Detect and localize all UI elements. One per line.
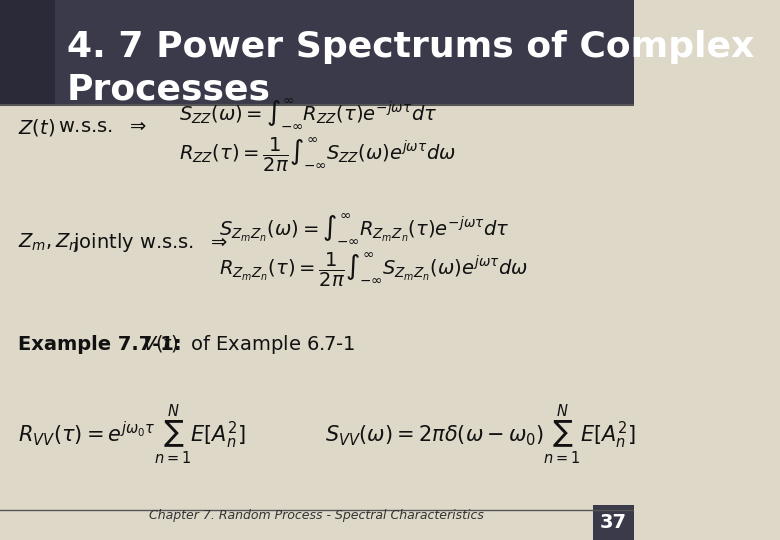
Text: Example 7.7-1:: Example 7.7-1: <box>18 335 182 354</box>
Text: $R_{ZZ}(\tau) = \dfrac{1}{2\pi}\int_{-\infty}^{\infty} S_{ZZ}(\omega)e^{j\omega\: $R_{ZZ}(\tau) = \dfrac{1}{2\pi}\int_{-\i… <box>179 136 456 174</box>
Text: Chapter 7. Random Process - Spectral Characteristics: Chapter 7. Random Process - Spectral Cha… <box>150 509 484 522</box>
Text: $R_{Z_mZ_n}(\tau) = \dfrac{1}{2\pi}\int_{-\infty}^{\infty} S_{Z_mZ_n}(\omega)e^{: $R_{Z_mZ_n}(\tau) = \dfrac{1}{2\pi}\int_… <box>219 251 529 289</box>
Text: 37: 37 <box>600 514 627 532</box>
Text: $V(t)$  of Example 6.7-1: $V(t)$ of Example 6.7-1 <box>142 334 356 356</box>
Text: $S_{Z_mZ_n}(\omega) = \int_{-\infty}^{\infty} R_{Z_mZ_n}(\tau)e^{-j\omega\tau}d\: $S_{Z_mZ_n}(\omega) = \int_{-\infty}^{\i… <box>219 212 510 245</box>
Text: w.s.s.  $\Rightarrow$: w.s.s. $\Rightarrow$ <box>58 118 147 137</box>
Bar <box>0 0 55 105</box>
Bar <box>593 505 633 540</box>
Text: $S_{VV}(\omega) = 2\pi\delta(\omega - \omega_0)\sum_{n=1}^{N} E[A_n^2]$: $S_{VV}(\omega) = 2\pi\delta(\omega - \o… <box>325 403 636 467</box>
Text: $Z_m, Z_n$: $Z_m, Z_n$ <box>18 231 79 253</box>
Bar <box>0 0 633 105</box>
Text: jointly w.s.s.  $\Rightarrow$: jointly w.s.s. $\Rightarrow$ <box>73 231 228 253</box>
Text: $S_{ZZ}(\omega) = \int_{-\infty}^{\infty} R_{ZZ}(\tau)e^{-j\omega\tau}d\tau$: $S_{ZZ}(\omega) = \int_{-\infty}^{\infty… <box>179 97 437 130</box>
Text: $R_{VV}(\tau) = e^{j\omega_0\tau}\sum_{n=1}^{N} E[A_n^2]$: $R_{VV}(\tau) = e^{j\omega_0\tau}\sum_{n… <box>18 403 246 467</box>
Text: $Z(t)$: $Z(t)$ <box>18 117 55 138</box>
Text: 4. 7 Power Spectrums of Complex
Processes: 4. 7 Power Spectrums of Complex Processe… <box>66 30 753 106</box>
